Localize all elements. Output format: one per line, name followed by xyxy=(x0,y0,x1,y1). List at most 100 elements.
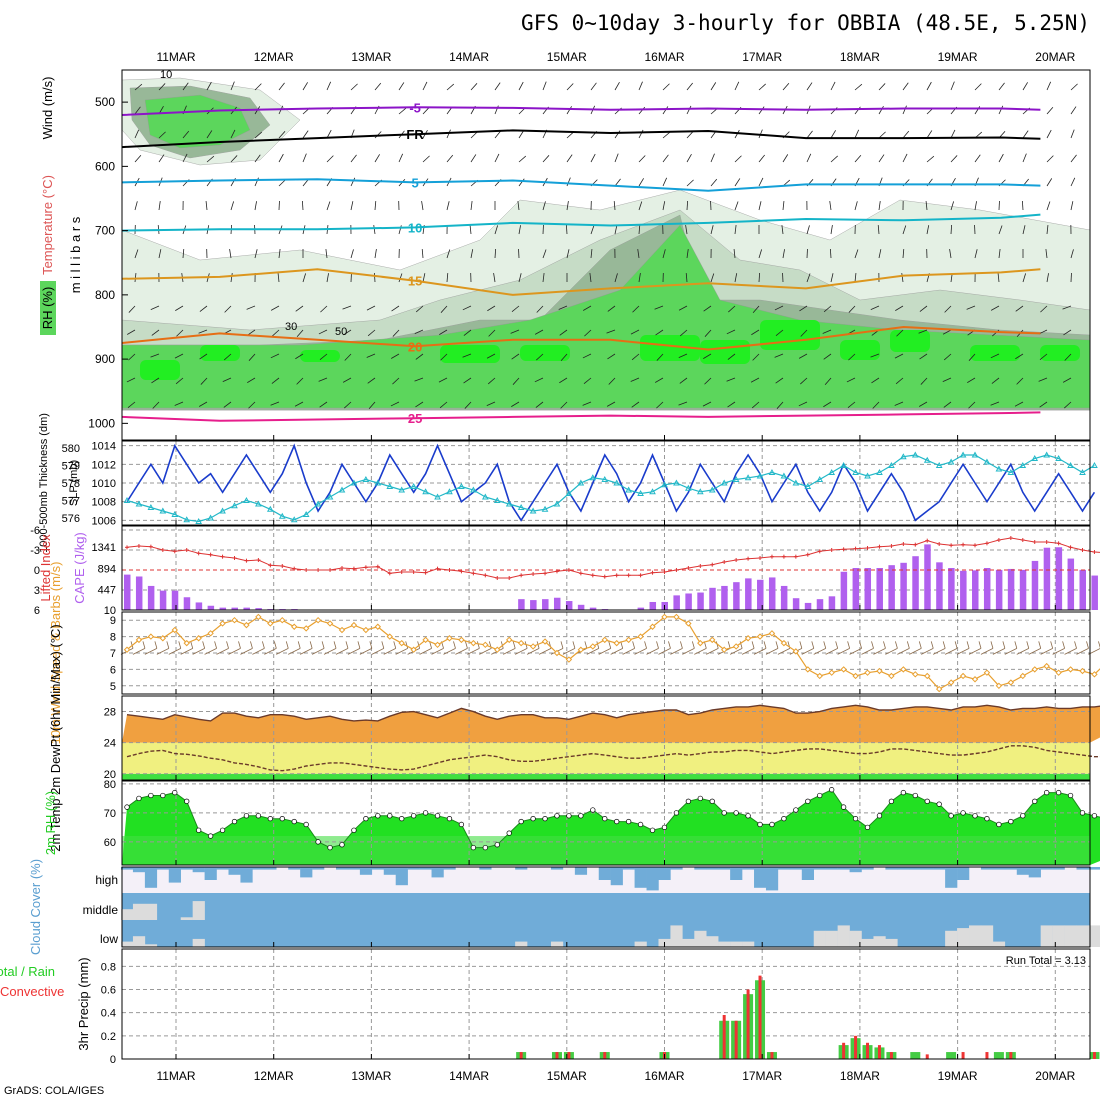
wind-barb xyxy=(1022,153,1027,163)
rh-contour-90 xyxy=(700,340,750,364)
cloud-high-bar xyxy=(168,867,181,883)
wind10m-point xyxy=(446,635,453,642)
wind10m-barb xyxy=(1050,641,1054,649)
wind-barb xyxy=(152,401,160,409)
wind10m-barb xyxy=(214,641,217,649)
wind-barb xyxy=(829,201,832,211)
wind-barb xyxy=(518,273,522,283)
thickness-point xyxy=(792,479,800,486)
wind-barb xyxy=(686,179,694,187)
cloud-high-bar xyxy=(574,867,588,875)
wind-barb xyxy=(1062,305,1072,310)
wind10m-point xyxy=(291,623,298,630)
rh2m-point xyxy=(387,813,393,819)
wind-barb xyxy=(847,401,856,408)
wind-barb xyxy=(391,353,400,359)
temp-contour-label: 20 xyxy=(408,339,422,354)
thickness-point xyxy=(971,451,979,458)
thickness-point xyxy=(649,488,656,495)
rh-contour-90 xyxy=(200,345,240,361)
rh2m-point xyxy=(160,792,166,799)
rh2m-point xyxy=(793,807,799,813)
wind10m-barb xyxy=(933,648,946,655)
cloud-high-bar xyxy=(813,867,826,870)
thickness-point xyxy=(1007,468,1015,475)
wind-barb xyxy=(440,353,448,361)
wind-barb xyxy=(830,130,836,139)
cloud-low-bar xyxy=(730,941,743,947)
wind-barb xyxy=(512,377,520,385)
rh2m-point xyxy=(124,804,130,810)
wind10m-barb xyxy=(871,641,874,649)
wind-barb xyxy=(589,273,592,283)
temp-tick: 24 xyxy=(104,738,116,750)
thickness-point xyxy=(816,475,824,482)
wind-barb xyxy=(254,154,261,163)
wind10m-barb xyxy=(897,648,910,655)
wind-barb xyxy=(704,377,712,385)
wind-barb xyxy=(302,82,308,91)
precip-conv-bar xyxy=(1092,1052,1096,1059)
wind-barb xyxy=(942,377,952,383)
li-tick: 3 xyxy=(34,585,40,597)
li-tick: -3 xyxy=(30,545,40,557)
wind-barb xyxy=(582,401,592,406)
wind10m-barb xyxy=(216,648,229,655)
wind-barb xyxy=(494,130,501,139)
precip-conv-bar xyxy=(1009,1052,1013,1059)
precip-conv-bar xyxy=(722,1015,726,1059)
cape-bar xyxy=(733,582,740,610)
wind-barb xyxy=(806,153,812,163)
wind-barb xyxy=(685,225,688,235)
thickness-point xyxy=(959,451,967,458)
rh2m-point xyxy=(709,798,715,804)
wind10m-barb xyxy=(1026,641,1030,649)
wind-barb xyxy=(398,82,405,91)
thickness-point xyxy=(302,510,310,517)
cloud-high-bar xyxy=(837,867,850,870)
cape-bar xyxy=(721,585,728,610)
wind10m-point xyxy=(947,679,955,686)
wind-barb xyxy=(877,224,880,235)
wind10m-point xyxy=(673,613,680,621)
wind-barb xyxy=(487,377,496,385)
wind10m-barb xyxy=(405,641,409,649)
wind-barb xyxy=(470,249,474,259)
rh-legend-label: RH (%) xyxy=(40,287,55,330)
wind-barb xyxy=(294,401,304,407)
precip-total-bar xyxy=(910,1052,921,1059)
rh2m-point xyxy=(829,787,835,793)
temp-band-yellow xyxy=(122,742,1090,774)
rh2m-point xyxy=(518,818,524,825)
wind10m-point xyxy=(219,620,226,627)
wind-barb xyxy=(302,130,309,139)
wind10m-barb xyxy=(966,641,970,649)
cloud-midlow-bg xyxy=(122,893,1090,947)
wind10m-barb xyxy=(861,648,874,655)
thickness-point xyxy=(577,479,585,486)
cape-bar xyxy=(888,565,895,610)
wind-barb xyxy=(974,201,977,211)
slp-tick: 1012 xyxy=(92,459,116,471)
rh2m-point xyxy=(566,813,572,819)
cape-bar xyxy=(840,571,848,610)
wind-barb xyxy=(254,131,263,139)
cloud-high-bar xyxy=(694,867,707,870)
wind10m-barb xyxy=(670,648,683,655)
wind-barb xyxy=(854,129,860,139)
precip-conv-bar xyxy=(877,1045,881,1059)
cloud-high-bar xyxy=(658,867,671,880)
wind-barb xyxy=(464,401,472,409)
wind-barb xyxy=(823,401,832,408)
cloud-high-bar xyxy=(1016,867,1029,875)
wind10m-point xyxy=(709,636,716,644)
wind-barb xyxy=(566,177,571,187)
wind-barb xyxy=(493,273,496,283)
wind10m-barb xyxy=(799,641,803,649)
rh2m-point xyxy=(231,818,238,825)
wind-barb xyxy=(638,273,641,283)
rh2m-point xyxy=(363,816,369,822)
wind-barb xyxy=(270,305,280,311)
wind-barb xyxy=(607,305,616,312)
wind-barb xyxy=(566,106,572,115)
